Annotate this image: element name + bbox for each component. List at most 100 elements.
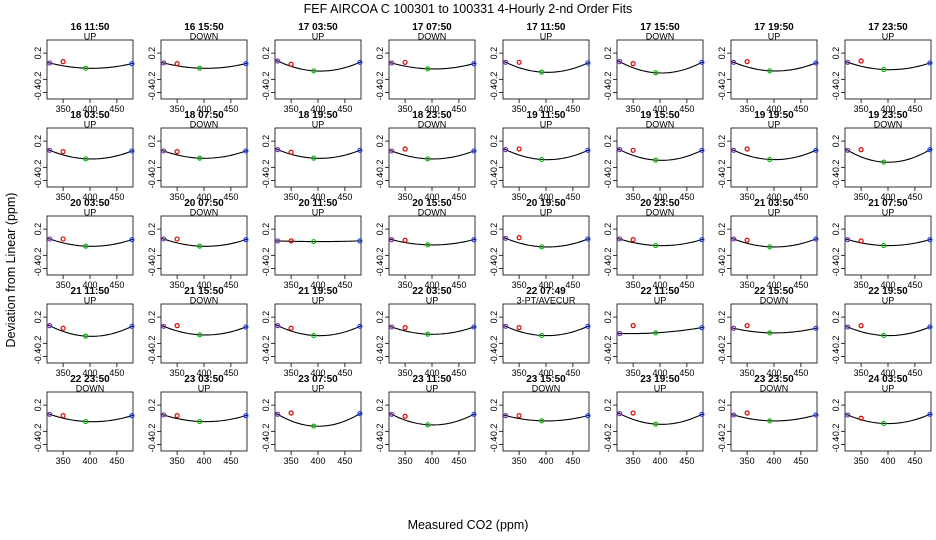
y-tick-label: -0.2 bbox=[261, 336, 271, 352]
data-point bbox=[288, 61, 294, 67]
panel-mode: DOWN bbox=[418, 32, 447, 42]
data-point bbox=[585, 147, 591, 153]
y-tick-label: 0.2 bbox=[717, 311, 727, 324]
y-tick-label: -0.4 bbox=[831, 85, 841, 101]
y-tick-label: -0.2 bbox=[831, 424, 841, 440]
x-tick-label: 450 bbox=[907, 104, 922, 114]
x-tick-label: 450 bbox=[907, 280, 922, 290]
data-point bbox=[927, 324, 933, 330]
y-tick-label: 0.2 bbox=[147, 223, 157, 236]
panel-mode: UP bbox=[540, 32, 553, 42]
y-tick-label: -0.4 bbox=[33, 437, 43, 453]
panel-time: 23 03:50 bbox=[184, 374, 224, 385]
data-point bbox=[357, 147, 363, 153]
data-point bbox=[389, 237, 395, 243]
panel-time: 23 15:50 bbox=[526, 374, 566, 385]
panel-mode: UP bbox=[882, 384, 895, 394]
x-tick-label: 450 bbox=[679, 192, 694, 202]
data-point bbox=[389, 148, 395, 154]
panel-time: 24 03:50 bbox=[868, 374, 908, 385]
data-point bbox=[471, 237, 477, 243]
x-tick-label: 450 bbox=[109, 368, 124, 378]
data-point bbox=[858, 238, 864, 244]
data-point bbox=[357, 323, 363, 329]
x-tick-label: 350 bbox=[398, 192, 413, 202]
panel-time: 20 19:50 bbox=[526, 198, 566, 209]
x-tick-label: 400 bbox=[82, 368, 97, 378]
y-tick-label: 0.2 bbox=[147, 47, 157, 60]
x-tick-label: 400 bbox=[652, 280, 667, 290]
panel-frame bbox=[274, 39, 362, 100]
panel-time: 20 03:50 bbox=[70, 198, 110, 209]
data-point bbox=[197, 65, 203, 71]
data-point bbox=[389, 60, 395, 66]
x-tick-label: 350 bbox=[170, 104, 185, 114]
data-point bbox=[617, 147, 623, 153]
y-tick-label: -0.4 bbox=[261, 437, 271, 453]
data-point bbox=[744, 237, 750, 243]
data-point bbox=[275, 411, 281, 417]
data-point bbox=[47, 323, 53, 329]
data-point bbox=[845, 147, 851, 153]
data-point bbox=[47, 236, 53, 242]
panel-mode: UP bbox=[654, 384, 667, 394]
panel-time: 22 11:50 bbox=[641, 286, 680, 297]
x-tick-label: 350 bbox=[854, 280, 869, 290]
data-point bbox=[653, 421, 659, 427]
data-point bbox=[630, 323, 636, 329]
y-tick-label: 0.2 bbox=[33, 311, 43, 324]
data-point bbox=[858, 415, 864, 421]
fit-curve bbox=[46, 61, 134, 69]
x-tick-label: 450 bbox=[109, 192, 124, 202]
y-tick-label: -0.2 bbox=[261, 160, 271, 176]
x-tick-label: 350 bbox=[398, 104, 413, 114]
y-tick-label: -0.4 bbox=[489, 173, 499, 189]
panel-time: 23 11:50 bbox=[413, 374, 452, 385]
x-tick-label: 400 bbox=[652, 192, 667, 202]
data-point bbox=[288, 238, 294, 244]
panel-mode: UP bbox=[882, 208, 895, 218]
panel-frame bbox=[274, 391, 362, 452]
x-tick-label: 400 bbox=[766, 192, 781, 202]
x-tick-label: 350 bbox=[56, 368, 71, 378]
data-point bbox=[744, 323, 750, 329]
data-point bbox=[60, 59, 66, 65]
panel-frame bbox=[502, 391, 590, 452]
x-tick-label: 350 bbox=[740, 104, 755, 114]
panel-time: 19 11:50 bbox=[527, 110, 566, 121]
data-point bbox=[699, 147, 705, 153]
y-tick-label: -0.2 bbox=[147, 160, 157, 176]
x-tick-label: 450 bbox=[337, 280, 352, 290]
panel-mode: UP bbox=[540, 208, 553, 218]
x-tick-label: 450 bbox=[679, 368, 694, 378]
panel-mode: DOWN bbox=[418, 208, 447, 218]
y-tick-label: 0.2 bbox=[489, 223, 499, 236]
x-tick-label: 400 bbox=[880, 280, 895, 290]
data-point bbox=[744, 146, 750, 152]
data-point bbox=[60, 325, 66, 331]
fit-curve bbox=[274, 323, 362, 337]
data-point bbox=[585, 236, 591, 242]
y-tick-label: -0.2 bbox=[831, 72, 841, 88]
x-tick-label: 450 bbox=[679, 280, 694, 290]
y-tick-label: -0.4 bbox=[603, 261, 613, 277]
panel-mode: UP bbox=[84, 120, 97, 130]
panel-time: 18 07:50 bbox=[184, 110, 224, 121]
fit-curve bbox=[844, 325, 932, 337]
data-point bbox=[174, 323, 180, 329]
x-tick-label: 400 bbox=[196, 456, 211, 466]
panel-mode: UP bbox=[312, 208, 325, 218]
panel-mode: DOWN bbox=[190, 32, 219, 42]
data-point bbox=[699, 59, 705, 65]
x-tick-label: 400 bbox=[538, 192, 553, 202]
x-tick-label: 450 bbox=[907, 368, 922, 378]
data-point bbox=[813, 412, 819, 418]
fit-curve bbox=[388, 238, 476, 246]
x-tick-label: 350 bbox=[284, 456, 299, 466]
y-tick-label: -0.2 bbox=[33, 248, 43, 264]
